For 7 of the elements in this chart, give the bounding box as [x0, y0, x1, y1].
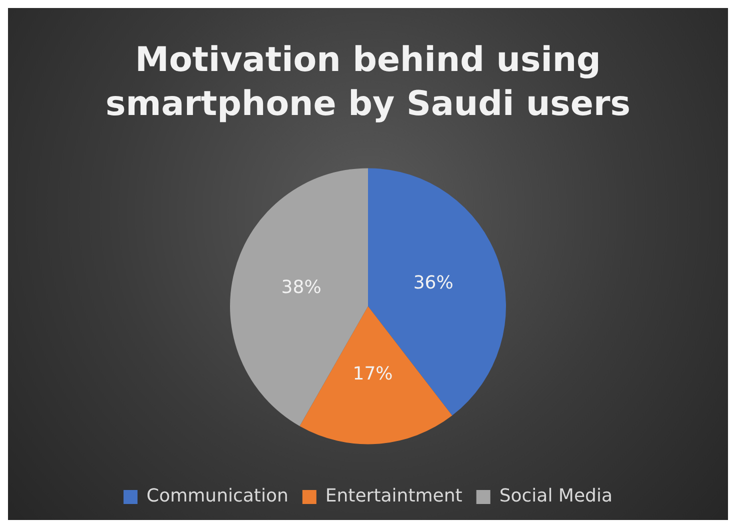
- data-label: 36%: [413, 272, 454, 294]
- data-label: 17%: [352, 364, 393, 385]
- chart-title: Motivation behind using smartphone by Saudi users: [106, 40, 630, 124]
- legend-label: Social Media: [499, 486, 612, 507]
- legend-label: Entertaintment: [325, 486, 462, 507]
- data-label: 38%: [281, 277, 322, 298]
- legend-label: Communication: [146, 486, 288, 507]
